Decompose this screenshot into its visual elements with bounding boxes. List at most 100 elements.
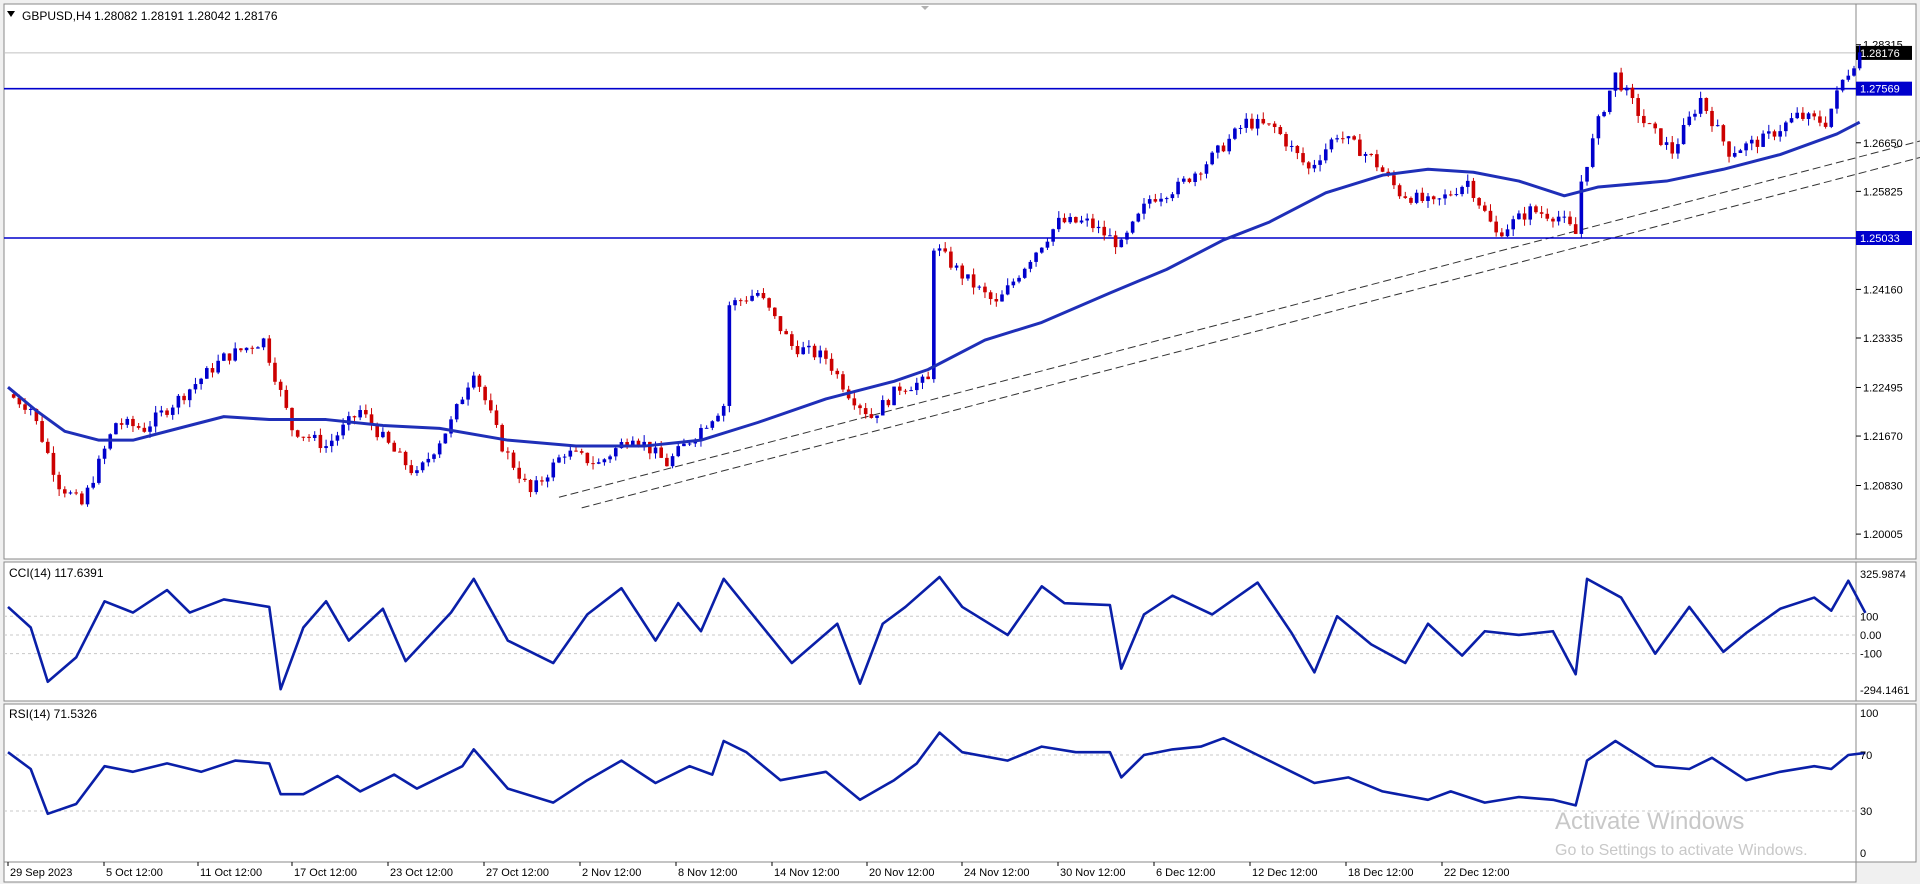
candle-body (1772, 131, 1777, 137)
candle-body (199, 378, 203, 385)
candle-body (738, 300, 743, 302)
trendlines[interactable] (558, 47, 1920, 509)
candle-body (11, 394, 16, 398)
candle-body (1784, 122, 1788, 132)
candle-body (239, 348, 243, 351)
cci-tick-label: -294.1461 (1860, 685, 1910, 697)
candle-body (1136, 213, 1141, 222)
candle-body (420, 462, 425, 471)
price-scale[interactable] (1855, 3, 1917, 560)
candle-body (1392, 175, 1396, 186)
candle-body (1647, 123, 1652, 125)
candle-body (1028, 261, 1033, 269)
candle-body (1517, 213, 1521, 220)
candle-body (1068, 216, 1072, 223)
candle-body (57, 474, 61, 490)
candle-body (477, 375, 482, 387)
price-tick-label: 1.21670 (1863, 431, 1903, 443)
rsi-pane[interactable] (3, 703, 1857, 863)
cci-indicator (4, 575, 1867, 691)
candle-body (80, 493, 84, 505)
candle-body (733, 300, 737, 306)
candle-body (1738, 150, 1743, 153)
cci-tick-label: 0.00 (1860, 630, 1881, 642)
time-tick-label: 27 Oct 12:00 (486, 867, 549, 879)
candle-body (966, 274, 970, 279)
horizontal-levels[interactable]: 1.27569 1.25033 1.28176 (4, 45, 1912, 246)
level-price-tag (1856, 231, 1912, 246)
candle-body (1164, 198, 1169, 200)
rsi-tick-label: 100 (1860, 708, 1878, 720)
candle-body (699, 427, 703, 441)
candle-body (131, 418, 135, 427)
dropdown-triangle-icon[interactable] (7, 11, 15, 17)
price-pane[interactable] (3, 3, 1857, 560)
candle-body (875, 415, 879, 418)
candle-body (1011, 281, 1016, 286)
candle-body (761, 292, 766, 299)
candle-body (1181, 178, 1186, 182)
candle-body (23, 404, 27, 410)
candle-body (1562, 216, 1567, 218)
activate-windows-subtitle: Go to Settings to activate Windows. (1555, 842, 1808, 859)
candle-body (102, 448, 107, 459)
candle-body (1727, 141, 1731, 157)
candle-body (1284, 134, 1288, 147)
candle-body (454, 404, 459, 420)
candle-body (926, 376, 930, 380)
candle-body (880, 400, 885, 416)
candle-body (1795, 112, 1799, 119)
candle-body (557, 457, 561, 463)
candle-body (437, 443, 442, 455)
cci-label: CCI(14) 117.6391 (9, 566, 104, 580)
candle-body (591, 463, 595, 465)
time-tick-label: 11 Oct 12:00 (200, 867, 262, 879)
candle-body (159, 410, 164, 413)
candle-body (971, 274, 976, 288)
candle-body (256, 347, 260, 349)
candle-body (1414, 192, 1419, 203)
candle-body (398, 451, 402, 453)
candle-body (1613, 72, 1618, 91)
candle-body (710, 421, 715, 428)
candle-body (489, 400, 493, 411)
candle-body (1630, 87, 1635, 99)
candle-body (625, 442, 629, 446)
candle-body (631, 440, 635, 446)
chart-shift-marker-icon[interactable] (921, 6, 929, 10)
candle-body (1352, 136, 1356, 140)
candle-body (312, 434, 317, 439)
candle-body (1829, 108, 1834, 127)
candle-body (1465, 180, 1470, 187)
time-tick-label: 8 Nov 12:00 (678, 867, 737, 879)
candle-body (182, 395, 186, 401)
candle-body (1676, 144, 1680, 154)
trendline[interactable] (558, 47, 1920, 498)
moving-average (7, 120, 1861, 448)
candle-body (40, 421, 44, 442)
trendline[interactable] (581, 63, 1920, 509)
candle-body (426, 458, 431, 463)
candle-body (216, 360, 220, 373)
candle-body (1818, 116, 1822, 123)
last-price-tag (1856, 45, 1912, 60)
candle-body (1500, 232, 1504, 237)
candle-body (1380, 167, 1385, 172)
candle-body (1403, 196, 1408, 198)
candle-body (1204, 164, 1209, 174)
candle-body (807, 345, 811, 348)
candle-body (301, 436, 306, 438)
rsi-tick-label: 30 (1860, 806, 1872, 818)
cci-pane[interactable] (3, 561, 1857, 702)
candle-body (466, 387, 470, 400)
time-tick-label: 22 Dec 12:00 (1444, 867, 1509, 879)
candle-body (1267, 123, 1271, 125)
candle-body (34, 408, 39, 422)
candle-body (812, 345, 817, 358)
price-tick-label: 1.20005 (1863, 529, 1903, 541)
candle-body (1187, 178, 1192, 183)
candle-body (1426, 196, 1430, 201)
candle-body (897, 386, 902, 391)
